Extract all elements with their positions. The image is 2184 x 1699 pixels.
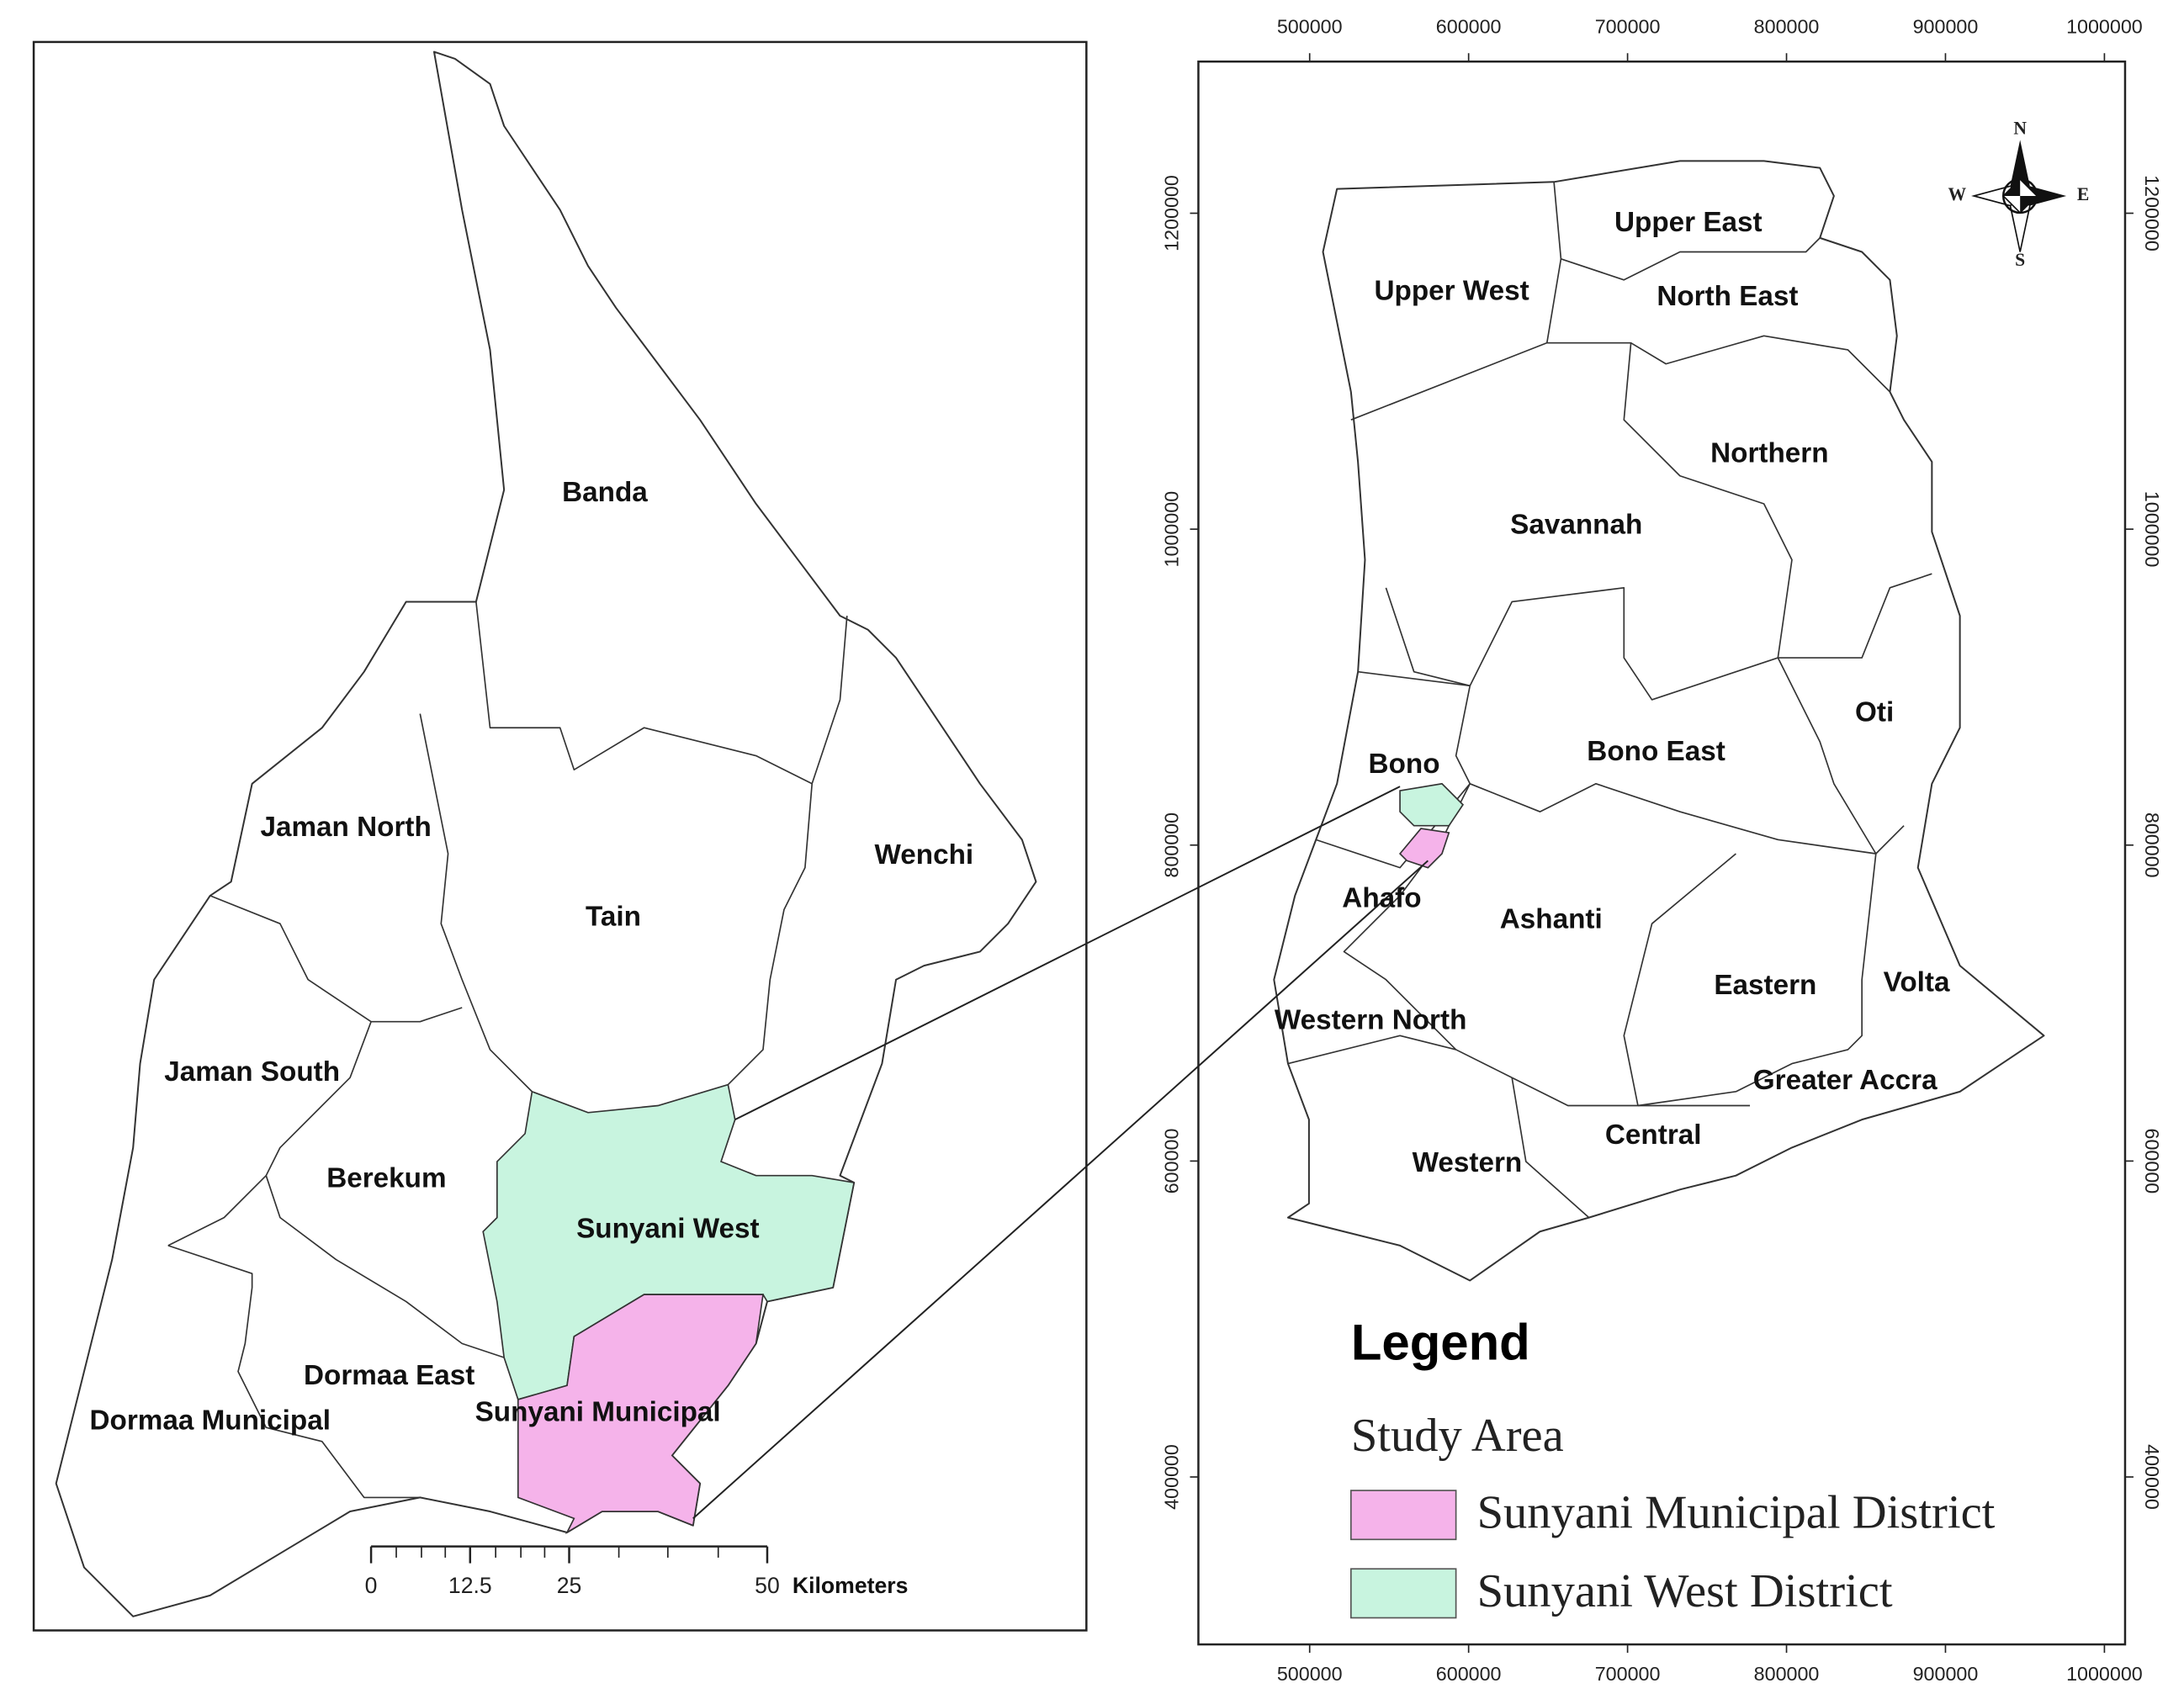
legend-label: Sunyani West District [1477,1565,1893,1617]
scale-minor-ticks [395,1546,719,1558]
district-label: Sunyani West [576,1213,760,1244]
legend-swatch [1349,1568,1457,1619]
legend-title: Legend [1351,1315,1530,1371]
y-tick-label: 600000 [1161,1129,1183,1194]
x-tick-label: 700000 [1595,15,1661,37]
region-label: Ahafo [1342,883,1421,914]
district-label: Wenchi [874,839,973,871]
region-label: Central [1605,1119,1702,1151]
region-labels: Upper East Upper West North East Norther… [1275,207,1950,1178]
region-boundaries [1287,182,1932,1219]
region-label: Oti [1855,696,1894,728]
district-frame [32,40,1088,1632]
region-label: Savannah [1510,509,1642,540]
region-label: Volta [1884,967,1950,998]
y-tick-label: 1200000 [1161,175,1183,251]
x-tick-label: 700000 [1595,1663,1661,1685]
scale-tick-label: 50 [755,1573,780,1598]
district-label: Berekum [326,1162,446,1194]
compass: N S E W [1948,119,2089,270]
connector-line [734,786,1401,1121]
district-label: Banda [562,477,648,508]
x-tick-label: 500000 [1277,1663,1343,1685]
y-tick-label: 600000 [2141,1129,2163,1194]
legend-subtitle: Study Area [1351,1410,1564,1462]
region-label: Eastern [1714,970,1816,1001]
region-label: Bono [1369,749,1440,780]
district-label: Sunyani Municipal [475,1396,721,1427]
x-tick-label: 600000 [1436,15,1502,37]
region-label: Greater Accra [1753,1065,1938,1096]
region-label: Western [1413,1147,1523,1178]
scale-tick-label: 12.5 [448,1573,492,1598]
sunyani-municipal-area [517,1294,764,1535]
region-label: Ashanti [1500,904,1603,935]
region-label: Western North [1275,1004,1467,1035]
district-label: Tain [586,901,641,932]
district-label: Dormaa East [304,1360,474,1391]
connector-line [692,860,1429,1520]
scale-tick-label: 25 [557,1573,582,1598]
x-tick-label: 900000 [1913,1663,1979,1685]
y-tick-label: 1000000 [2141,491,2163,568]
x-tick-label: 800000 [1754,15,1820,37]
region-label: North East [1657,281,1798,312]
x-tick-label: 1000000 [2066,1663,2143,1685]
scale-unit: Kilometers [792,1573,909,1598]
district-boundaries [167,601,848,1499]
legend-label: Sunyani Municipal District [1477,1487,1996,1539]
region-label: Bono East [1587,736,1725,767]
y-tick-label: 1200000 [2141,175,2163,251]
compass-n: N [2013,119,2027,139]
district-label: Jaman North [260,812,431,843]
sunyani-municipal-locator [1398,828,1450,869]
ghana-outline [1273,160,2045,1282]
y-tick-label: 400000 [1161,1444,1183,1510]
region-label: Upper West [1375,276,1529,307]
legend: Legend Study Area Sunyani Municipal Dist… [1349,1315,1996,1619]
y-tick-label: 400000 [2141,1444,2163,1510]
compass-s: S [2015,250,2025,270]
scale-tick-label: 0 [365,1573,378,1598]
legend-swatch [1349,1490,1457,1541]
y-tick-label: 800000 [2141,812,2163,878]
x-tick-label: 1000000 [2066,15,2143,37]
compass-e: E [2077,184,2089,204]
region-frame [1197,60,2127,1646]
sunyani-west-locator [1399,782,1465,827]
district-labels: Banda Jaman North Tain Wenchi Jaman Sout… [89,477,973,1436]
x-tick-label: 500000 [1277,15,1343,37]
compass-w: W [1948,184,1966,204]
x-tick-label: 900000 [1913,15,1979,37]
region-label: Northern [1710,438,1828,469]
region-label: Upper East [1614,207,1763,238]
district-label: Dormaa Municipal [89,1405,331,1436]
y-tick-label: 800000 [1161,812,1183,878]
district-label: Jaman South [164,1056,340,1088]
y-tick-label: 1000000 [1161,491,1183,568]
x-tick-label: 600000 [1436,1663,1502,1685]
x-tick-label: 800000 [1754,1663,1820,1685]
